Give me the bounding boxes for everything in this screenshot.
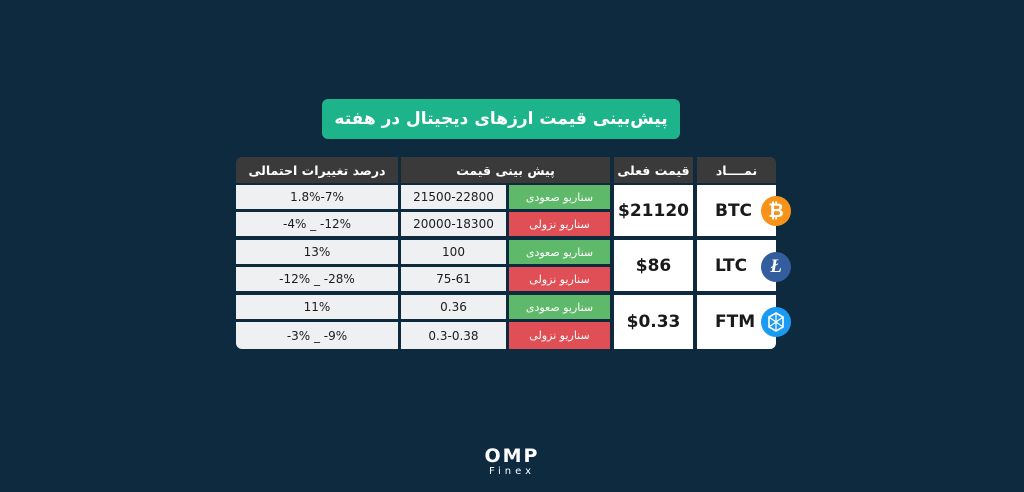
current-price-ftm: $0.33 [614, 295, 693, 349]
range-down-ftm: 0.3-0.38 [401, 322, 506, 349]
header-current-price: قیمت فعلی [614, 157, 693, 183]
omp-finex-logo: OMP Finex [470, 446, 554, 480]
percent-down-btc: -4% _ -12% [236, 212, 398, 236]
range-up-btc: 21500-22800 [401, 185, 506, 209]
percent-up-btc: 1.8%-7% [236, 185, 398, 209]
bitcoin-icon: ₿ [761, 196, 791, 226]
litecoin-icon: Ł [761, 252, 791, 282]
scenario-down-ltc: سناریو نزولی [509, 267, 610, 291]
range-up-ftm: 0.36 [401, 295, 506, 319]
percent-up-ftm: 11% [236, 295, 398, 319]
header-symbol: نمــــاد [697, 157, 776, 183]
logo-text-finex: Finex [488, 466, 536, 477]
range-down-ltc: 75-61 [401, 267, 506, 291]
percent-up-ltc: 13% [236, 240, 398, 264]
percent-down-ftm: -3% _ -9% [236, 322, 398, 349]
range-down-btc: 20000-18300 [401, 212, 506, 236]
scenario-down-ftm: سناریو نزولی [509, 322, 610, 349]
page-title: پیش‌بینی قیمت ارزهای دیجیتال در هفته [322, 99, 680, 139]
scenario-up-ftm: سناریو صعودی [509, 295, 610, 319]
fantom-icon [761, 307, 791, 337]
header-forecast: پیش بینی قیمت [401, 157, 610, 183]
scenario-up-ltc: سناریو صعودی [509, 240, 610, 264]
header-percent: درصد تغییرات احتمالی [236, 157, 398, 183]
scenario-down-btc: سناریو نزولی [509, 212, 610, 236]
current-price-ltc: $86 [614, 240, 693, 291]
range-up-ltc: 100 [401, 240, 506, 264]
scenario-up-btc: سناریو صعودی [509, 185, 610, 209]
current-price-btc: $21120 [614, 185, 693, 236]
logo-text-omp: OMP [484, 445, 540, 467]
percent-down-ltc: -12% _ -28% [236, 267, 398, 291]
